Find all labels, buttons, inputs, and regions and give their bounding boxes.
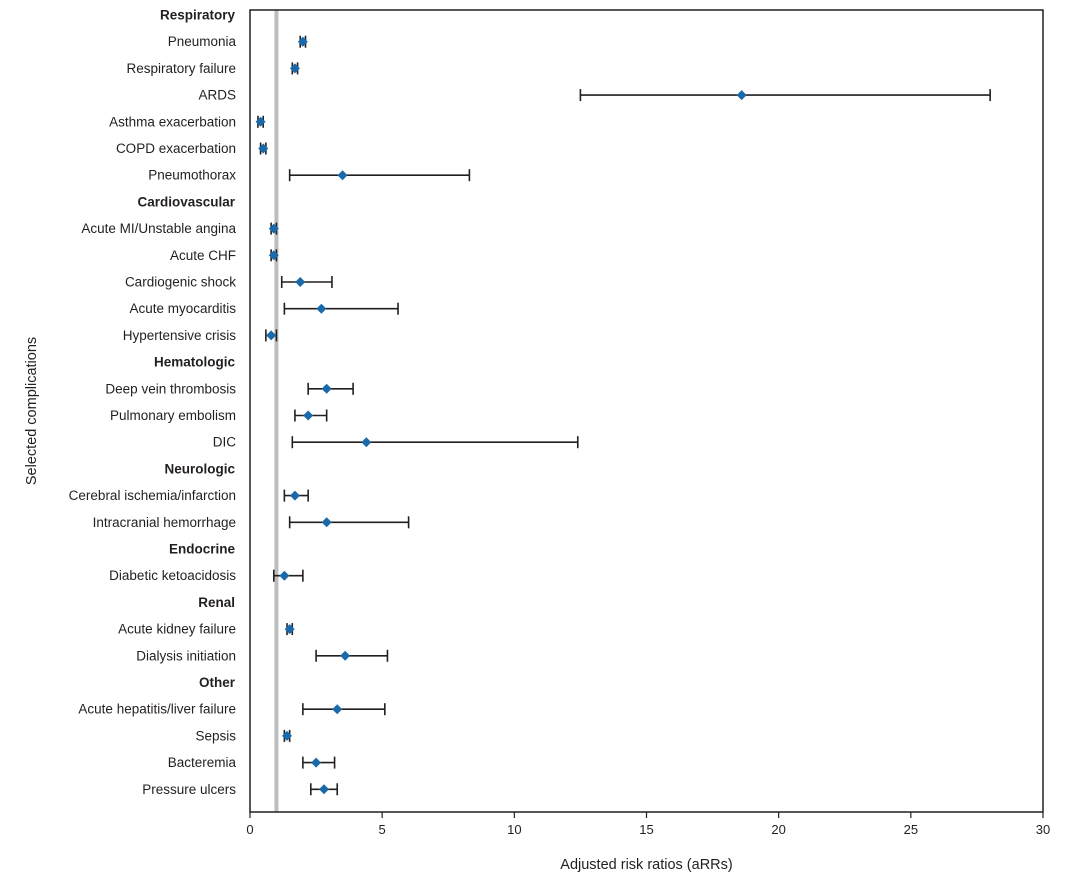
- group-label: Renal: [198, 595, 235, 610]
- category-label: Acute kidney failure: [118, 622, 236, 637]
- x-tick-label: 10: [507, 822, 521, 837]
- category-label: Acute hepatitis/liver failure: [78, 702, 236, 717]
- point-marker: [736, 90, 747, 101]
- markers-layer: [255, 36, 747, 795]
- category-label: Cardiogenic shock: [125, 275, 236, 290]
- point-marker: [266, 330, 277, 341]
- point-marker: [311, 757, 322, 768]
- x-tick-label: 25: [904, 822, 918, 837]
- category-label: COPD exacerbation: [116, 141, 236, 156]
- point-marker: [303, 410, 314, 421]
- y-axis-title: Selected complications: [24, 337, 40, 485]
- category-label: Respiratory failure: [126, 61, 236, 76]
- point-marker: [340, 650, 351, 661]
- point-marker: [289, 490, 300, 501]
- point-marker: [297, 36, 308, 47]
- point-marker: [337, 170, 348, 181]
- category-label: ARDS: [198, 88, 236, 103]
- x-tick-label: 15: [639, 822, 653, 837]
- x-tick-label: 30: [1036, 822, 1050, 837]
- point-marker: [282, 730, 293, 741]
- plot-frame: [249, 9, 1044, 813]
- group-label: Neurologic: [164, 461, 235, 476]
- point-marker: [361, 437, 372, 448]
- group-label: Hematologic: [154, 355, 236, 370]
- category-label: Intracranial hemorrhage: [93, 515, 236, 530]
- category-label: Pneumonia: [168, 34, 237, 49]
- category-label: Acute CHF: [170, 248, 236, 263]
- category-label: Dialysis initiation: [136, 648, 236, 663]
- category-label: Acute MI/Unstable angina: [81, 221, 236, 236]
- category-label: Acute myocarditis: [129, 301, 236, 316]
- group-label: Endocrine: [169, 542, 236, 557]
- group-label: Cardiovascular: [137, 194, 235, 209]
- point-marker: [321, 383, 332, 394]
- category-label: Pneumothorax: [148, 168, 236, 183]
- point-marker: [319, 784, 330, 795]
- category-label: Sepsis: [195, 728, 236, 743]
- category-label: Deep vein thrombosis: [105, 381, 236, 396]
- group-label: Other: [199, 675, 236, 690]
- x-axis-ticks: 0 5 10 15 20 25 30: [246, 812, 1050, 837]
- point-marker: [279, 570, 290, 581]
- category-label: Pulmonary embolism: [110, 408, 236, 423]
- point-marker: [255, 116, 266, 127]
- group-label: Respiratory: [160, 8, 236, 23]
- category-label: Bacteremia: [168, 755, 237, 770]
- point-marker: [332, 704, 343, 715]
- x-axis-title: Adjusted risk ratios (aRRs): [560, 857, 732, 873]
- point-marker: [284, 624, 295, 635]
- category-label: DIC: [213, 435, 237, 450]
- x-tick-label: 0: [246, 822, 253, 837]
- category-label: Pressure ulcers: [142, 782, 236, 797]
- category-label: Asthma exacerbation: [109, 114, 236, 129]
- point-marker: [268, 223, 279, 234]
- point-marker: [268, 250, 279, 261]
- point-marker: [321, 517, 332, 528]
- category-label: Diabetic ketoacidosis: [109, 568, 236, 583]
- x-tick-label: 5: [379, 822, 386, 837]
- x-tick-label: 20: [771, 822, 785, 837]
- category-label: Cerebral ischemia/infarction: [69, 488, 236, 503]
- point-marker: [258, 143, 269, 154]
- point-marker: [295, 277, 306, 287]
- point-marker: [289, 63, 300, 74]
- error-bars-layer: [257, 35, 991, 796]
- category-label: Hypertensive crisis: [123, 328, 237, 343]
- point-marker: [316, 303, 327, 314]
- y-axis-labels: Respiratory Pneumonia Respiratory failure A…: [69, 8, 237, 797]
